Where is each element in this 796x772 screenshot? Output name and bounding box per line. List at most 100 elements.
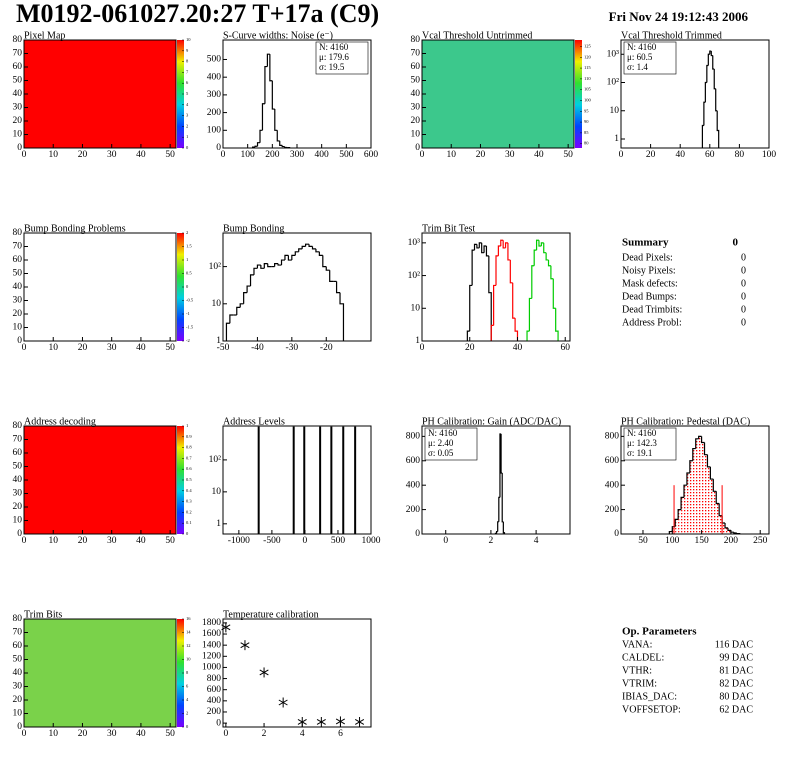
- y-tick-label: 800: [605, 432, 620, 442]
- x-tick-label: 50: [638, 536, 648, 546]
- y-tick-label: 10²: [209, 455, 222, 465]
- histogram-bin: [225, 322, 230, 341]
- histogram-bin: [683, 484, 687, 498]
- parameter-label: IBIAS_DAC:: [622, 691, 677, 702]
- parameter-label: VANA:: [622, 639, 652, 650]
- stats-line: N: 4160: [428, 428, 458, 438]
- y-tick-label: 100: [207, 125, 222, 135]
- bar-fill: [701, 442, 705, 534]
- histogram-bin: [715, 491, 720, 505]
- y-tick-label: 0: [216, 143, 221, 153]
- histogram-bin: [274, 263, 279, 267]
- z-tick-label: 0: [186, 145, 189, 150]
- x-tick-label: 1000: [362, 536, 381, 546]
- histogram-bin: [727, 527, 731, 531]
- y-tick-label: 0: [17, 336, 22, 346]
- histogram-bin: [703, 442, 708, 456]
- histogram-bin: [329, 270, 334, 283]
- y-tick-label: 20: [13, 116, 23, 126]
- y-tick-label: 300: [207, 90, 222, 100]
- parameter-label: VOFFSETOP:: [622, 704, 681, 715]
- histogram-bin: [689, 460, 693, 473]
- y-tick-label: 10³: [607, 49, 620, 59]
- stats-line: σ: 19.5: [319, 62, 345, 72]
- y-tick-label: 1: [614, 134, 619, 144]
- histogram-bin: [706, 454, 711, 468]
- heatmap-fill: [24, 40, 176, 148]
- histogram-bin: [528, 297, 532, 332]
- y-tick-label: 60: [13, 62, 23, 72]
- histogram-bin: [680, 496, 685, 510]
- summary-value: 0: [741, 265, 746, 276]
- y-tick-label: 1: [415, 336, 420, 346]
- z-tick-label: 12: [186, 643, 191, 648]
- z-tick-label: 0: [186, 724, 189, 729]
- z-tick-label: 2: [186, 230, 188, 235]
- histogram-bin: [499, 433, 502, 498]
- z-tick-label: -2: [186, 338, 190, 343]
- z-tick-label: 0.8: [186, 445, 192, 450]
- histogram-bin: [246, 285, 251, 293]
- heatmap-fill: [24, 426, 176, 534]
- histogram-bin: [266, 53, 270, 67]
- z-tick-label: 0.7: [186, 455, 192, 460]
- histogram-bin: [249, 274, 254, 287]
- summary-value: 0: [741, 252, 746, 263]
- histogram-bin: [281, 145, 285, 148]
- histogram-bin: [294, 251, 299, 256]
- x-tick-label: 50: [165, 536, 175, 546]
- z-tick-label: 1.5: [186, 244, 192, 249]
- stats-line: N: 4160: [319, 42, 349, 52]
- y-tick-label: 50: [13, 269, 23, 279]
- summary-value: 0: [741, 304, 746, 315]
- x-tick-label: 50: [563, 150, 573, 160]
- histogram-bin: [493, 284, 496, 326]
- x-tick-label: 30: [107, 729, 117, 739]
- stats-line: σ: 0.05: [428, 448, 454, 458]
- histogram-bin: [692, 447, 696, 461]
- histogram-bin: [276, 130, 280, 142]
- histogram-bin: [236, 306, 241, 315]
- marker-stroke: [316, 719, 326, 725]
- x-tick-label: 100: [762, 150, 777, 160]
- stats-box: [424, 427, 478, 461]
- y-tick-label: 60: [411, 62, 421, 72]
- histogram-bin: [315, 248, 320, 253]
- z-tick-label: -1.5: [186, 325, 194, 330]
- histogram-bin: [259, 129, 263, 143]
- y-tick-label: 60: [13, 448, 23, 458]
- y-tick-label: 80: [13, 421, 23, 431]
- histogram-bin: [478, 242, 482, 248]
- z-tick-label: 0.4: [186, 488, 192, 493]
- z-tick-label: 0.9: [186, 434, 192, 439]
- x-tick-label: 40: [136, 343, 146, 353]
- parameter-label: CALDEL:: [622, 652, 664, 663]
- x-tick-label: 50: [165, 150, 175, 160]
- histogram-bin: [716, 110, 720, 148]
- parameter-value: 62 DAC: [719, 704, 753, 715]
- y-tick-label: 30: [411, 103, 421, 113]
- stats-line: N: 4160: [627, 428, 657, 438]
- x-tick-label: 200: [724, 536, 739, 546]
- histogram-bin: [269, 54, 273, 82]
- y-tick-label: 800: [406, 432, 421, 442]
- marker: [240, 640, 250, 651]
- histogram-bin: [509, 259, 513, 284]
- y-tick-label: 70: [13, 628, 23, 638]
- x-tick-label: 30: [107, 536, 117, 546]
- histogram-bin: [476, 244, 480, 249]
- y-tick-label: 800: [207, 674, 222, 684]
- summary-label: Address Probl:: [622, 317, 682, 328]
- plot-frame: [24, 233, 176, 341]
- histogram-bin: [555, 308, 559, 341]
- z-tick-label: 80: [584, 141, 589, 146]
- y-tick-label: 400: [605, 480, 620, 490]
- summary-label: Mask defects:: [622, 278, 678, 289]
- histogram-bin: [284, 146, 288, 149]
- y-tick-label: 0: [614, 529, 619, 539]
- z-tick-label: 110: [584, 76, 591, 81]
- histogram-bin: [308, 244, 313, 247]
- histogram-bin: [686, 472, 690, 486]
